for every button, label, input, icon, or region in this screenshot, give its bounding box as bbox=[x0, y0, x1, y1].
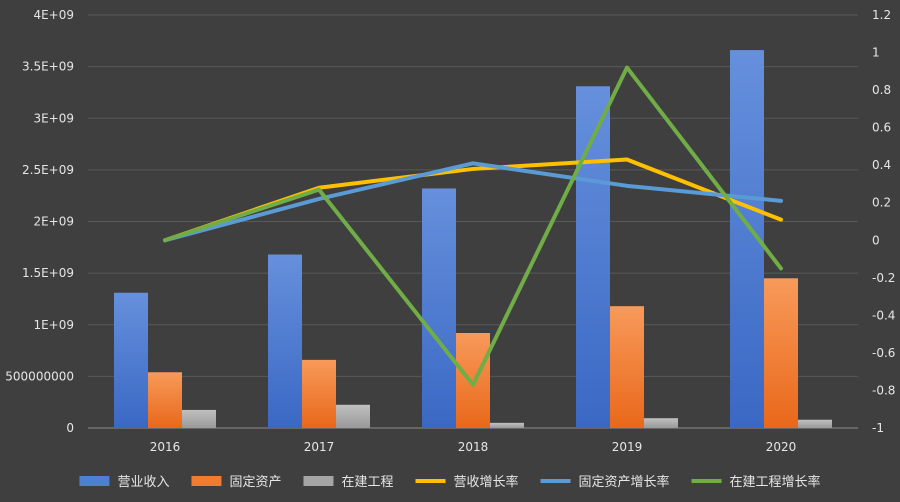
bar-在建工程-2016 bbox=[182, 409, 216, 428]
y-left-tick-label: 3.5E+09 bbox=[22, 60, 74, 74]
lines bbox=[163, 65, 783, 387]
x-tick-label: 2018 bbox=[458, 440, 489, 454]
bar-在建工程-2019 bbox=[644, 418, 678, 428]
y-right-tick-label: 1 bbox=[872, 46, 880, 60]
bar-在建工程-2017 bbox=[336, 404, 370, 428]
legend-label-在建工程: 在建工程 bbox=[341, 475, 393, 490]
bar-营业收入-2017 bbox=[268, 254, 302, 428]
y-right-tick-label: -0.8 bbox=[872, 383, 895, 397]
bar-在建工程-2020 bbox=[798, 419, 832, 428]
line-固定资产增长率 bbox=[163, 161, 783, 243]
y-right-tick-label: 0.2 bbox=[872, 196, 891, 210]
y-right-tick-label: -0.4 bbox=[872, 308, 895, 322]
legend-label-固定资产: 固定资产 bbox=[229, 475, 281, 490]
bars bbox=[114, 50, 832, 429]
line-在建工程增长率 bbox=[163, 65, 783, 387]
legend: 营业收入 固定资产 在建工程 营收增长率 固定资产增长率 在建工程增长率 bbox=[79, 474, 821, 490]
y-right-tick-label: 0 bbox=[872, 233, 880, 247]
y-left-tick-label: 1E+09 bbox=[33, 318, 74, 332]
y-right-tick-label: 0.6 bbox=[872, 121, 891, 135]
y-left-tick-label: 2.5E+09 bbox=[22, 163, 74, 177]
x-tick-label: 2016 bbox=[150, 440, 181, 454]
y-left-tick-label: 0 bbox=[66, 421, 74, 435]
y-left-tick-label: 1.5E+09 bbox=[22, 266, 74, 280]
x-tick-label: 2020 bbox=[766, 440, 797, 454]
bar-营业收入-2019 bbox=[576, 86, 610, 429]
y-right-tick-label: -0.6 bbox=[872, 346, 895, 360]
y-left-tick-label: 4E+09 bbox=[33, 8, 74, 22]
legend-swatch-固定资产 bbox=[191, 476, 222, 486]
y-right-tick-label: 0.8 bbox=[872, 83, 891, 97]
y-right-tick-label: 1.2 bbox=[872, 8, 891, 22]
bar-营业收入-2018 bbox=[422, 188, 456, 428]
y-left-tick-label: 500000000 bbox=[5, 369, 74, 383]
legend-label-在建工程增长率: 在建工程增长率 bbox=[730, 474, 821, 490]
y-right-tick-label: -0.2 bbox=[872, 271, 895, 285]
axes: 0 500000000 1E+09 1.5E+09 2E+09 2.5E+09 3E+09 3… bbox=[5, 8, 895, 454]
x-tick-label: 2017 bbox=[304, 440, 335, 454]
bar-固定资产-2016 bbox=[148, 372, 182, 428]
bar-固定资产-2017 bbox=[302, 359, 336, 428]
legend-label-固定资产增长率: 固定资产增长率 bbox=[579, 474, 670, 490]
bar-营业收入-2016 bbox=[114, 292, 148, 428]
y-left-tick-label: 3E+09 bbox=[33, 111, 74, 125]
y-right-tick-label: -1 bbox=[872, 421, 884, 435]
bar-在建工程-2018 bbox=[490, 422, 524, 428]
legend-label-营收增长率: 营收增长率 bbox=[454, 474, 519, 490]
y-left-tick-label: 2E+09 bbox=[33, 215, 74, 229]
bar-固定资产-2019 bbox=[610, 306, 644, 428]
y-right-tick-label: 0.4 bbox=[872, 158, 891, 172]
x-tick-label: 2019 bbox=[612, 440, 643, 454]
legend-swatch-在建工程 bbox=[303, 476, 334, 486]
line-营收增长率 bbox=[163, 157, 783, 243]
legend-label-营业收入: 营业收入 bbox=[117, 475, 169, 490]
legend-swatch-营业收入 bbox=[79, 476, 110, 486]
bar-固定资产-2020 bbox=[764, 278, 798, 428]
